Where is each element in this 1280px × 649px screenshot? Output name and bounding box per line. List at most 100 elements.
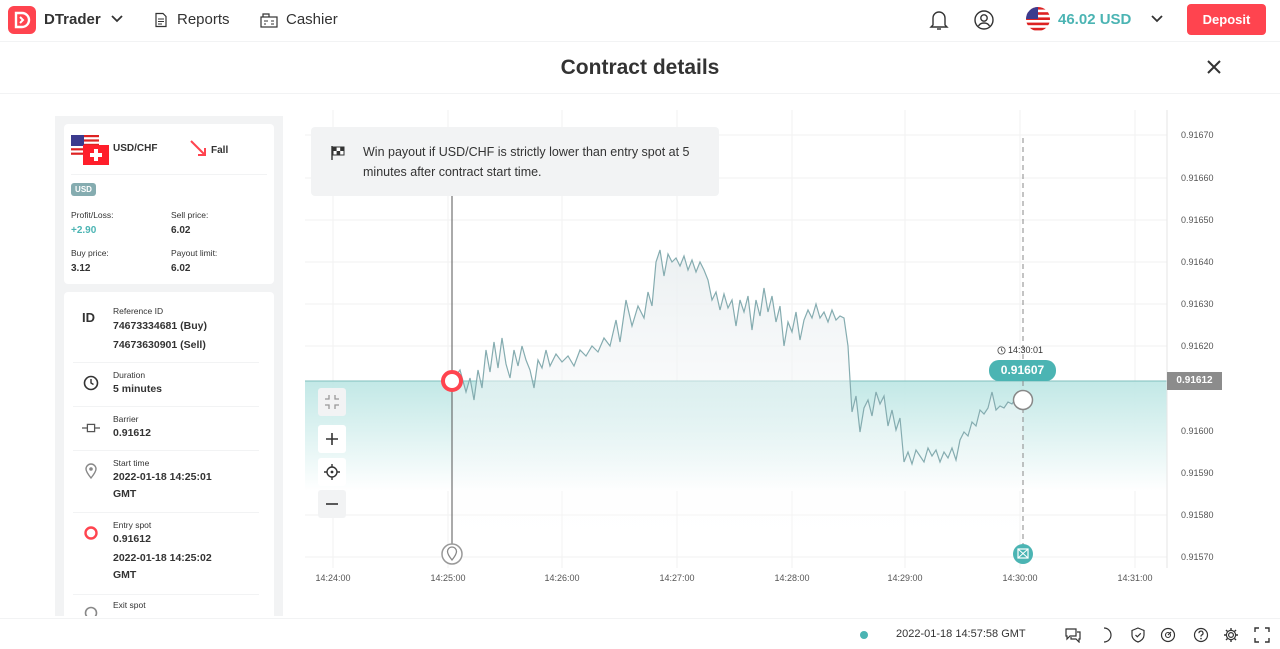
settings-gear-icon[interactable] [1223, 627, 1239, 643]
divider [73, 594, 259, 595]
duration-value: 5 minutes [113, 383, 163, 395]
entry-spot-icon [84, 526, 98, 540]
dark-mode-icon[interactable] [1099, 627, 1115, 643]
symbol-name: USD/CHF [113, 143, 158, 154]
start-time-label: Start time [113, 458, 150, 468]
current-spot-marker [1012, 389, 1034, 411]
zoom-in-button[interactable] [318, 425, 346, 453]
detail-row-barrier: Barrier 0.91612 [64, 406, 274, 450]
payout-limit-label: Payout limit: [171, 248, 218, 258]
nav-cashier[interactable]: Cashier [260, 11, 338, 28]
exit-spot-icon [84, 606, 98, 616]
platform-switcher[interactable]: DTrader [44, 11, 101, 28]
currency-badge: USD [71, 183, 96, 196]
reports-icon [155, 12, 167, 27]
server-time: 2022-01-18 14:57:58 GMT [896, 628, 1026, 640]
duration-label: Duration [113, 370, 146, 380]
payout-limit-value: 6.02 [171, 263, 191, 274]
end-time-tag: 14:30:01 [997, 345, 1043, 355]
x-tick-label: 14:28:00 [774, 573, 809, 583]
price-area [452, 250, 1023, 568]
contract-summary-card: USD/CHF Fall USD Profit/Loss: +2.90 Sell… [64, 124, 274, 284]
shield-icon[interactable] [1130, 627, 1146, 643]
fullscreen-icon[interactable] [1254, 627, 1270, 643]
end-time-text: 14:30:01 [1008, 345, 1044, 355]
id-icon: ID [82, 310, 95, 325]
notifications-bell-icon[interactable] [929, 9, 949, 31]
account-profile-icon[interactable] [973, 9, 995, 31]
y-tick-label: 0.91630 [1181, 299, 1214, 309]
crosshair-button[interactable] [318, 458, 346, 486]
current-price-label: 0.91607 [989, 360, 1056, 381]
x-tick-label: 14:26:00 [544, 573, 579, 583]
account-balance: 46.02 USD [1058, 10, 1132, 28]
sell-price-value: 6.02 [171, 225, 191, 236]
account-switcher[interactable]: 46.02 USD [1026, 7, 1131, 31]
sell-price-label: Sell price: [171, 210, 209, 220]
y-tick-label: 0.91640 [1181, 257, 1214, 267]
x-tick-label: 14:31:00 [1117, 573, 1152, 583]
barrier-value: 0.91612 [113, 427, 151, 439]
zoom-out-button[interactable] [318, 490, 346, 518]
x-tick-label: 14:25:00 [430, 573, 465, 583]
divider [71, 174, 267, 175]
reference-sell-value: 74673630901 (Sell) [113, 339, 206, 351]
y-tick-label: 0.91590 [1181, 468, 1214, 478]
responsible-trading-icon[interactable] [1160, 627, 1176, 643]
deposit-button[interactable]: Deposit [1187, 4, 1266, 35]
chevron-down-icon[interactable] [110, 12, 124, 26]
checkered-flag-icon [331, 146, 345, 160]
footer: 2022-01-18 14:57:58 GMT [0, 618, 1280, 649]
reset-zoom-button[interactable] [318, 388, 346, 416]
y-tick-label: 0.91600 [1181, 426, 1214, 436]
start-pin-icon [441, 543, 463, 565]
chat-icon[interactable] [1065, 627, 1081, 643]
collapse-icon [325, 395, 339, 409]
y-axis-ticks: 0.91670 0.91660 0.91650 0.91640 0.91630 0.916… [1181, 130, 1214, 562]
close-icon[interactable] [1205, 58, 1223, 76]
x-tick-label: 14:27:00 [659, 573, 694, 583]
divider [73, 450, 259, 451]
y-tick-label: 0.91660 [1181, 173, 1214, 183]
x-axis-ticks: 14:24:00 14:25:00 14:26:00 14:27:00 14:28:00… [315, 573, 1152, 583]
nav-reports[interactable]: Reports [153, 11, 230, 28]
barrier-icon [82, 423, 100, 433]
header: DTrader Reports Cashier [0, 0, 1280, 42]
contract-info-panel: USD/CHF Fall USD Profit/Loss: +2.90 Sell… [55, 116, 283, 616]
entry-spot-value: 0.91612 [113, 533, 151, 545]
minus-icon [326, 503, 338, 505]
divider [73, 512, 259, 513]
y-tick-label: 0.91650 [1181, 215, 1214, 225]
profit-loss-label: Profit/Loss: [71, 210, 114, 220]
y-tick-label: 0.91580 [1181, 510, 1214, 520]
crosshair-icon [324, 464, 340, 480]
y-tick-label: 0.91620 [1181, 341, 1214, 351]
reference-buy-value: 74673334681 (Buy) [113, 320, 207, 332]
chevron-down-icon[interactable] [1150, 12, 1164, 26]
detail-row-exit-spot: Exit spot [64, 594, 274, 616]
location-pin-icon [85, 463, 97, 480]
help-icon[interactable] [1193, 627, 1209, 643]
barrier-price-tag: 0.91612 [1167, 372, 1222, 390]
detail-row-entry-spot: Entry spot 0.91612 2022-01-18 14:25:02 G… [64, 512, 274, 592]
trade-type: Fall [189, 138, 228, 158]
x-tick-label: 14:30:00 [1002, 573, 1037, 583]
dtrader-logo-icon [14, 11, 31, 29]
nav-reports-label: Reports [177, 11, 230, 28]
divider [73, 406, 259, 407]
dtrader-logo[interactable] [8, 6, 36, 34]
x-tick-label: 14:24:00 [315, 573, 350, 583]
detail-row-reference: ID Reference ID 74673334681 (Buy) 746736… [64, 292, 274, 362]
usd-chf-flags-icon [71, 135, 111, 167]
entry-spot-time: 2022-01-18 14:25:02 [113, 552, 212, 564]
fall-arrow-icon [190, 140, 206, 156]
buy-price-value: 3.12 [71, 263, 91, 274]
buy-price-label: Buy price: [71, 248, 109, 258]
barrier-label: Barrier [113, 414, 139, 424]
tooltip-text: Win payout if USD/CHF is strictly lower … [363, 145, 690, 179]
plus-icon [326, 433, 338, 445]
start-time-value: 2022-01-18 14:25:01 [113, 471, 212, 483]
reference-id-label: Reference ID [113, 306, 164, 316]
entry-spot-marker [441, 370, 463, 392]
entry-spot-label: Entry spot [113, 520, 152, 530]
